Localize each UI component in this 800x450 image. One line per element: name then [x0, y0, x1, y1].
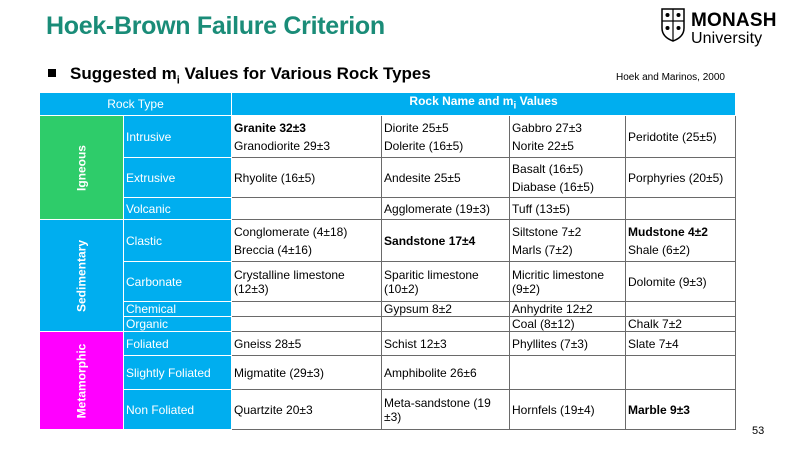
table-row: Sedimentary Clastic Conglomerate (4±18) B… [39, 219, 737, 332]
table-cell: Migmatite (29±3) [231, 355, 383, 390]
table-cell: Sparitic limestone (10±2) [381, 261, 511, 302]
table-row: Metamorphic Foliated Gneiss 28±5 Schist … [39, 331, 737, 430]
shield-icon [661, 8, 685, 42]
table-cell: Peridotite (25±5) [625, 115, 737, 158]
logo-line2: University [691, 30, 763, 47]
table-row: Organic Coal (8±12) Chalk 7±2 [40, 316, 737, 332]
table-cell: Tuff (13±5) [509, 197, 627, 220]
bullet-square-icon [48, 68, 56, 77]
category-sedimentary: Sedimentary [39, 219, 124, 332]
table-row: Carbonate Crystalline limestone (12±3) S… [40, 261, 737, 302]
table-cell: Dolomite (9±3) [625, 261, 737, 302]
row-label: Chemical [122, 301, 233, 317]
table-cell: Agglomerate (19±3) [381, 197, 511, 220]
category-igneous: Igneous [39, 115, 124, 220]
table-row: Slightly Foliated Migmatite (29±3) Amphi… [40, 355, 737, 390]
row-label: Carbonate [122, 261, 233, 302]
table-cell: Schist 12±3 [381, 331, 511, 356]
row-label: Foliated [122, 331, 233, 356]
category-metamorphic: Metamorphic [39, 331, 124, 430]
table-cell: Chalk 7±2 [625, 316, 737, 332]
row-label: Non Foliated [122, 389, 233, 430]
table-row: Igneous Intrusive Granite 32±3 Granodiori… [39, 115, 737, 220]
table-cell: Gypsum 8±2 [381, 301, 511, 317]
table-cell [625, 301, 737, 317]
table-cell: Gneiss 28±5 [231, 331, 383, 356]
row-label: Clastic [122, 219, 233, 262]
row-label: Organic [122, 316, 233, 332]
table-cell [625, 355, 737, 390]
table-row: Extrusive Rhyolite (16±5) Andesite 25±5 … [40, 157, 737, 198]
table-cell: Sandstone 17±4 [381, 219, 511, 262]
table-cell: Mudstone 4±2 Shale (6±2) [625, 219, 737, 262]
table-cell: Rhyolite (16±5) [231, 157, 383, 198]
table-cell: Andesite 25±5 [381, 157, 511, 198]
page-number: 53 [752, 425, 765, 437]
row-label: Slightly Foliated [122, 355, 233, 390]
table-cell: Diorite 25±5 Dolerite (16±5) [381, 115, 511, 158]
row-label: Volcanic [122, 197, 233, 220]
table-cell [509, 355, 627, 390]
table-cell: Micritic limestone (9±2) [509, 261, 627, 302]
table-cell [231, 197, 383, 220]
table-cell: Crystalline limestone (12±3) [231, 261, 383, 302]
table-row: Volcanic Agglomerate (19±3) Tuff (13±5) [40, 197, 737, 220]
table-cell: Conglomerate (4±18) Breccia (4±16) [231, 219, 383, 262]
table-cell: Anhydrite 12±2 [509, 301, 627, 317]
citation: Hoek and Marinos, 2000 [616, 72, 725, 83]
table-cell: Hornfels (19±4) [509, 389, 627, 430]
slide-title: Hoek-Brown Failure Criterion [46, 12, 385, 40]
table-cell: Slate 7±4 [625, 331, 737, 356]
table-cell: Phyllites (7±3) [509, 331, 627, 356]
table-cell [381, 316, 511, 332]
table-header-row: Rock Type Rock Name and mi Values [38, 92, 737, 116]
table-cell: Gabbro 27±3 Norite 22±5 [509, 115, 627, 158]
table-row: Non Foliated Quartzite 20±3 Meta-sandsto… [40, 389, 737, 430]
table-cell [231, 301, 383, 317]
monash-logo: MONASH University [661, 8, 781, 48]
table-cell: Amphibolite 26±6 [381, 355, 511, 390]
table-cell: Basalt (16±5) Diabase (16±5) [509, 157, 627, 198]
rock-mi-table: Rock Type Rock Name and mi Values Igneou… [38, 92, 737, 430]
table-cell: Quartzite 20±3 [231, 389, 383, 430]
table-cell: Porphyries (20±5) [625, 157, 737, 198]
table-cell: Granite 32±3 Granodiorite 29±3 [231, 115, 383, 158]
logo-line1: MONASH [691, 10, 777, 31]
table-cell: Coal (8±12) [509, 316, 627, 332]
table-cell [231, 316, 383, 332]
table-cell: Marble 9±3 [625, 389, 737, 430]
header-rock-type: Rock Type [38, 92, 233, 116]
row-label: Intrusive [122, 115, 233, 158]
table-cell [625, 197, 737, 220]
table-row: Chemical Gypsum 8±2 Anhydrite 12±2 [40, 301, 737, 317]
table-cell: Meta-sandstone (19 ±3) [381, 389, 511, 430]
table-cell: Siltstone 7±2 Marls (7±2) [509, 219, 627, 262]
header-rock-name: Rock Name and mi Values [231, 92, 737, 116]
row-label: Extrusive [122, 157, 233, 198]
bullet-heading: Suggested mi Values for Various Rock Typ… [48, 64, 431, 86]
